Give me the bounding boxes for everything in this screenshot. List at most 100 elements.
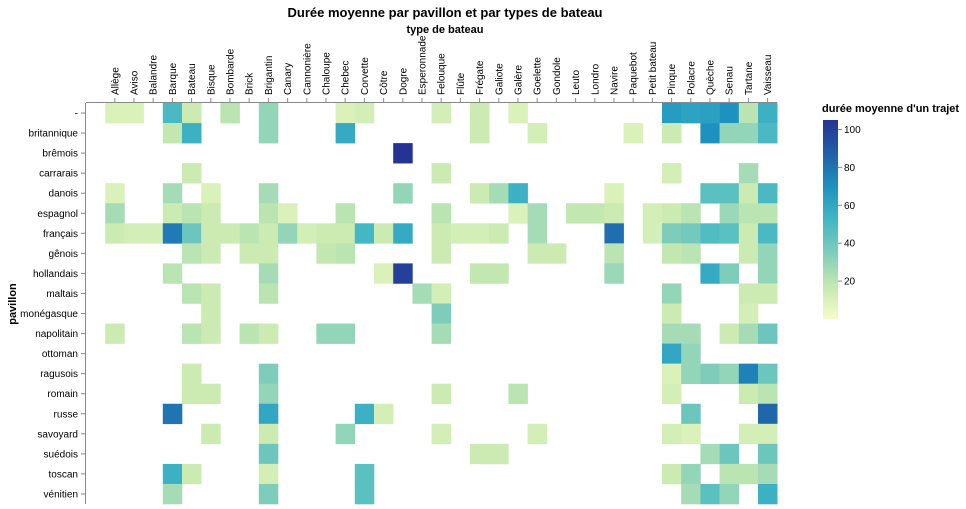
heatmap-cell [162,263,183,284]
y-tick-label: romain [47,389,78,400]
heatmap-cell [354,463,375,485]
heatmap-cell [105,183,125,204]
heatmap-cell [124,223,144,244]
y-tick-label: savoyard [37,429,78,440]
heatmap-cell [431,103,452,124]
heatmap-cell [662,123,682,144]
x-tick-label: Pinque [667,63,678,95]
heatmap-cell [354,403,375,425]
heatmap-cell [258,323,279,344]
heatmap-cell [162,123,183,144]
heatmap-cell [681,463,701,485]
heatmap-cell [278,203,298,224]
heatmap-cell [700,103,720,124]
heatmap-cell [662,383,682,405]
heatmap-cell [738,303,759,324]
heatmap-cell [681,363,701,384]
heatmap-cell [719,263,740,284]
heatmap-cell [335,323,356,344]
heatmap-cell [508,383,528,405]
heatmap-cell [258,463,279,485]
heatmap-cell [220,223,240,244]
legend-gradient-bar [823,120,838,319]
x-tick-label: Côtre [379,70,390,95]
heatmap-cell [258,423,279,445]
heatmap-cell [470,183,490,204]
y-tick-label: maltais [46,289,78,300]
heatmap-cell [182,243,202,264]
heatmap-cell [681,423,701,445]
heatmap-cell [758,183,778,204]
heatmap-cell [354,223,375,244]
heatmap-cell [758,203,778,224]
x-tick-label: Brigantin [264,56,275,95]
heatmap-cell [585,203,605,224]
x-tick-label: Galère [514,65,525,95]
x-tick-label: Navire [610,66,621,95]
y-tick-label: toscan [49,469,78,480]
heatmap-cell [258,483,279,505]
heatmap-cell [105,223,125,244]
heatmap-cell [239,323,260,344]
heatmap-cell [662,423,682,445]
heatmap-cell [662,323,682,344]
x-tick-label: Esperonnade [418,35,429,95]
x-tick-label: Gondole [552,57,563,95]
x-tick-label: Aviso [130,70,141,95]
heatmap-cell [508,103,528,124]
x-tick-label: Flûte [456,72,467,95]
heatmap-cell [201,283,221,304]
heatmap-cell [700,483,720,505]
heatmap-cell [201,183,221,204]
heatmap-cell [527,203,548,224]
legend-tick-label: 20 [844,277,856,288]
y-tick-label: monégasque [20,309,78,320]
heatmap-cell [604,203,624,224]
legend-tick-label: 100 [844,125,861,136]
heatmap-cell [681,243,701,264]
heatmap-cell [450,223,471,244]
heatmap-cell [393,183,413,204]
heatmap-cell [508,183,528,204]
heatmap-cell [489,183,509,204]
heatmap-cell [681,223,701,244]
heatmap-cell [758,363,778,384]
heatmap-cell [758,323,778,344]
heatmap-cell [162,403,183,425]
heatmap-cell [604,223,624,244]
heatmap-cell [431,243,452,264]
heatmap-cell [604,183,624,204]
x-tick-label: Dogre [398,67,409,95]
heatmap-cell [393,223,413,244]
y-axis: - britannique brêmois carrarais danois espagn… [20,103,86,504]
heatmap-cell [105,103,125,124]
heatmap-cell [470,103,490,124]
heatmap-cell [662,343,682,364]
x-tick-label: Senau [725,66,736,95]
heatmap-cell [470,223,490,244]
x-tick-label: Corvette [360,57,371,95]
x-tick-label: Canary [283,63,294,95]
heatmap-cell [527,223,548,244]
heatmap-cell [431,223,452,244]
heatmap-cell [335,223,356,244]
heatmap-cell [758,243,778,264]
heatmap-cell [719,463,740,485]
heatmap-cell [182,123,202,144]
heatmap-cell [662,463,682,485]
y-tick-label: brêmois [42,149,78,160]
heatmap-cell [162,103,183,124]
heatmap-cell [758,423,778,445]
heatmap-cell [719,123,740,144]
heatmap-cell [681,343,701,364]
heatmap-cell [201,303,221,324]
y-tick-label: - [75,109,78,120]
heatmap-cell [758,283,778,304]
heatmap-cell [662,303,682,324]
y-tick-label: suédois [44,449,78,460]
heatmap-cell [470,123,490,144]
heatmap-cell [700,443,720,465]
heatmap-cell [316,323,336,344]
heatmap-cell [604,263,624,284]
